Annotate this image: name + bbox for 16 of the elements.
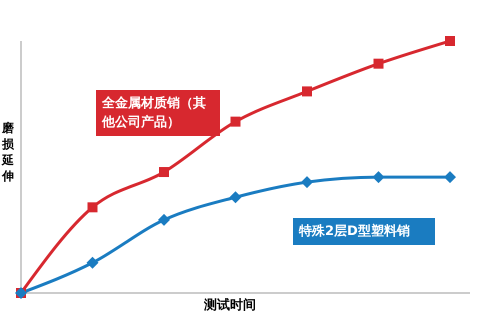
- point: [230, 116, 240, 127]
- point: [86, 256, 98, 269]
- point: [302, 86, 312, 96]
- y-axis-title: 磨损延伸: [2, 120, 15, 184]
- series-label: 全金属材质销（其他公司产品）: [96, 90, 220, 136]
- point: [230, 191, 242, 204]
- point: [445, 36, 455, 46]
- point: [374, 58, 384, 69]
- point: [444, 171, 456, 184]
- x-axis-title: 测试时间: [204, 297, 256, 314]
- point: [88, 202, 98, 212]
- point: [159, 167, 169, 178]
- point: [301, 176, 313, 188]
- point: [372, 171, 384, 184]
- text: 特殊2层D型塑料销: [293, 218, 435, 245]
- point: [158, 214, 170, 226]
